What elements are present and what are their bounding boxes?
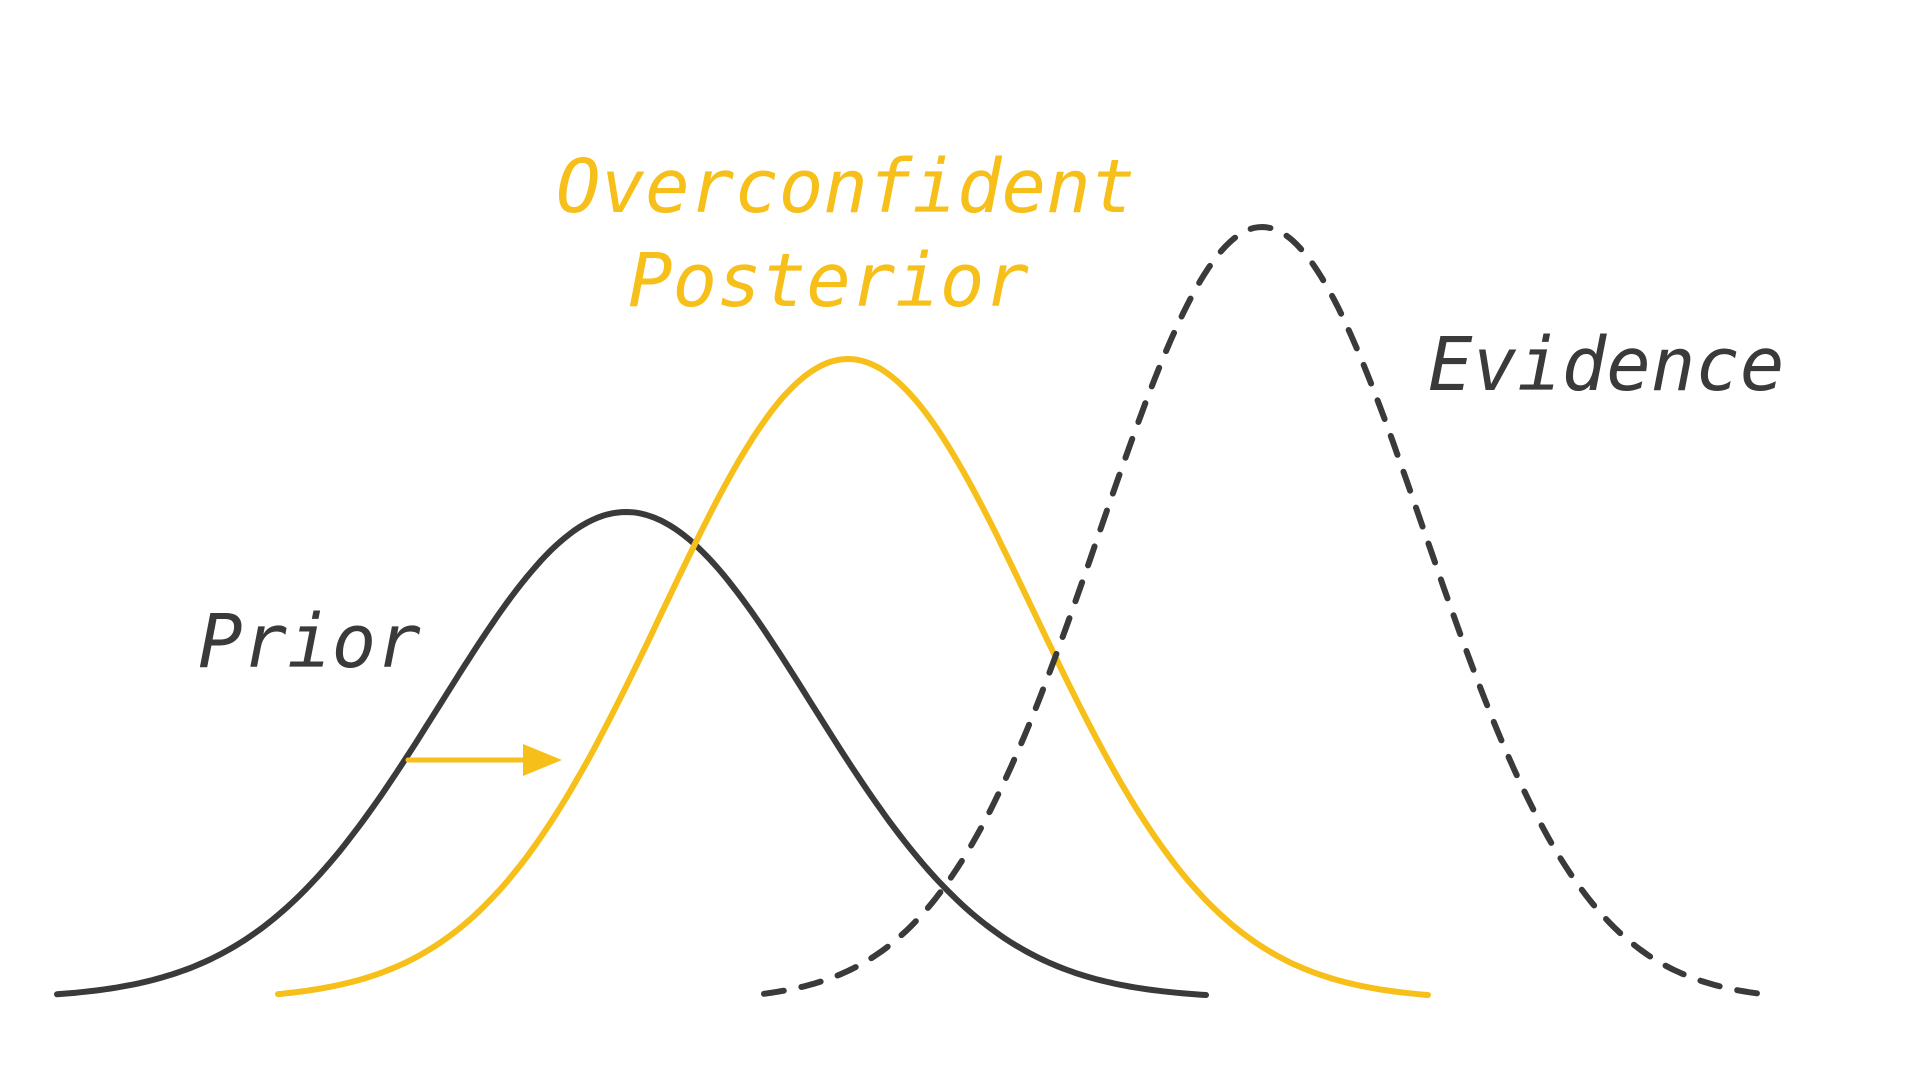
evidence-curve	[761, 224, 1773, 998]
prior-label: Prior	[198, 599, 421, 685]
arrow-right-icon	[405, 744, 562, 776]
posterior-label-line2: Posterior	[628, 238, 1029, 324]
evidence-label: Evidence	[1428, 322, 1784, 408]
posterior-curve	[275, 356, 1431, 998]
posterior-label-line1: Overconfident	[556, 144, 1135, 230]
prior-curve	[54, 509, 1209, 998]
